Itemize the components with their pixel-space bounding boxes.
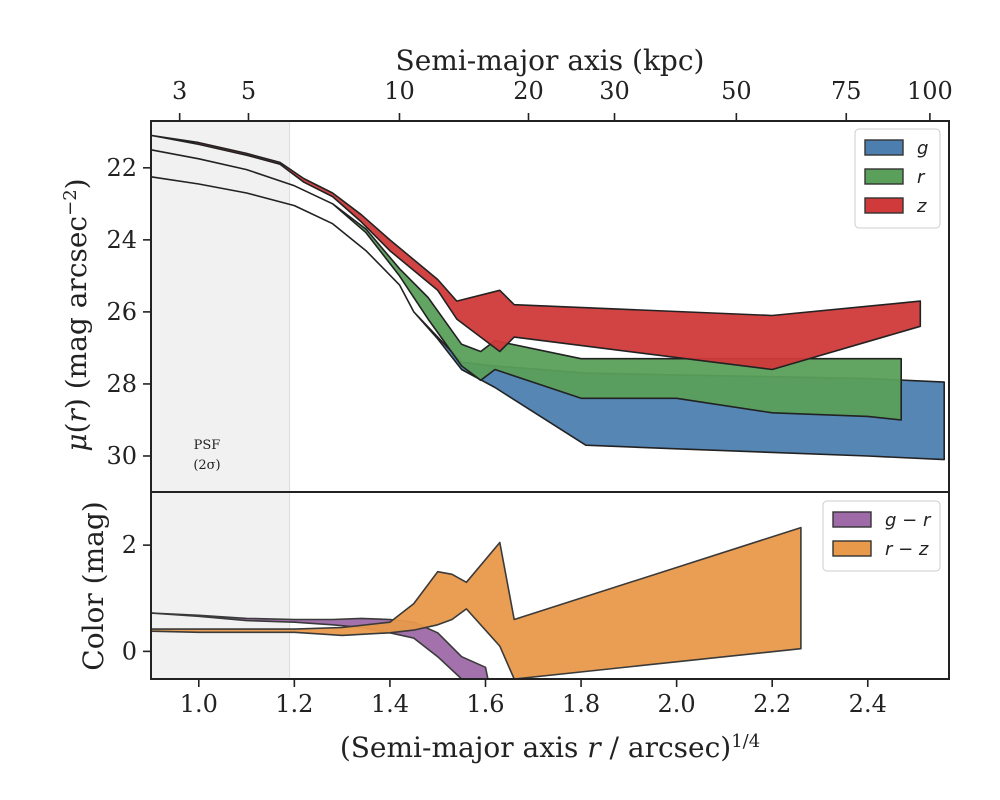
legend-swatch <box>832 540 872 557</box>
surface-brightness-panel: 22 24 26 28 30 3 5 10 20 30 50 75 100 PSF (2σ) grz <box>106 77 953 493</box>
top-kpc-tick-label: 50 <box>721 77 752 105</box>
legend-label: z <box>916 196 927 217</box>
top-y-ticks: 22 24 26 28 30 <box>106 154 151 470</box>
top-legend: grz <box>854 128 941 229</box>
top-kpc-tick-label: 20 <box>513 77 544 105</box>
bottom-y-ticks: 02 <box>122 531 151 665</box>
bottom-panel-frame <box>150 491 950 680</box>
psf-label-line1: PSF <box>194 438 221 453</box>
top-kpc-ticks: 3 5 10 20 30 50 75 100 <box>172 77 953 121</box>
bottom-legend: g − r r − z <box>822 500 941 572</box>
series-band-2 <box>151 526 802 679</box>
bottom-x-tick-label: 1.6 <box>466 690 504 718</box>
psf-label-line2: (2σ) <box>193 458 220 473</box>
top-kpc-tick-label: 75 <box>831 77 862 105</box>
psf-shaded-region-color <box>150 491 291 680</box>
bottom-x-tick-label: 1.0 <box>180 690 218 718</box>
bottom-x-tick-label: 2.0 <box>658 690 696 718</box>
bottom-x-tick-label: 1.8 <box>562 690 600 718</box>
top-kpc-tick-label: 5 <box>241 77 256 105</box>
bottom-x-axis-title: (Semi-major axis r / arcsec)1/4 <box>340 731 760 765</box>
surface-brightness-series <box>150 134 946 461</box>
top-y-tick-label: 26 <box>106 298 137 326</box>
legend-label: g − r <box>885 510 932 531</box>
bottom-x-tick-label: 2.4 <box>849 690 887 718</box>
top-y-tick-label: 22 <box>106 154 137 182</box>
legend-label: r <box>917 167 926 188</box>
bottom-x-tick-label: 2.2 <box>753 690 791 718</box>
series-band-2 <box>150 149 903 421</box>
top-kpc-tick-label: 10 <box>384 77 415 105</box>
legend-swatch <box>864 197 904 214</box>
series-band-3 <box>150 134 922 371</box>
top-y-tick-label: 30 <box>106 442 137 470</box>
top-y-tick-label: 24 <box>106 226 137 254</box>
color-series <box>151 526 802 679</box>
legend-label: r − z <box>885 539 929 560</box>
top-y-axis-title: μ(r) (mag arcsec−2) <box>60 178 94 451</box>
color-panel: 02 1.0 1.2 1.4 1.6 1.8 2.0 2.2 2.4 g − rr − z <box>122 491 950 718</box>
legend-label: g <box>917 138 928 159</box>
top-axis-title: Semi-major axis (kpc) <box>396 44 705 77</box>
legend-swatch <box>864 139 904 156</box>
bottom-y-tick-label: 0 <box>122 637 137 665</box>
legend-swatch <box>864 168 904 185</box>
bottom-x-tick-label: 1.4 <box>371 690 409 718</box>
bottom-x-ticks: 1.0 1.2 1.4 1.6 1.8 2.0 2.2 2.4 <box>180 679 887 718</box>
top-y-tick-label: 28 <box>106 370 137 398</box>
bottom-x-tick-label: 1.2 <box>275 690 313 718</box>
legend-swatch <box>832 511 872 528</box>
top-kpc-tick-label: 30 <box>599 77 630 105</box>
bottom-y-axis-title: Color (mag) <box>77 501 110 670</box>
bottom-y-tick-label: 2 <box>122 531 137 559</box>
psf-shaded-region <box>150 120 291 493</box>
top-kpc-tick-label: 100 <box>907 77 953 105</box>
top-kpc-tick-label: 3 <box>172 77 187 105</box>
